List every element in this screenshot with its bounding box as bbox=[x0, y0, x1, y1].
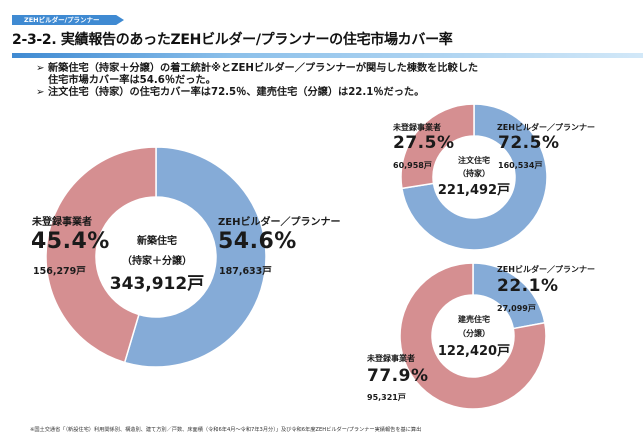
arrow-bullet-icon: ➢ bbox=[36, 87, 45, 98]
chart2-zeh-pct: 22.1% bbox=[497, 276, 559, 296]
summary-bullets: ➢ 新築住宅（持家＋分譲）の着工統計※とZEHビルダー／プランナーが関与した棟数… bbox=[36, 63, 478, 99]
title-underline bbox=[12, 53, 643, 58]
chart0-unregistered-label: 未登録事業者 bbox=[32, 217, 92, 228]
chart1-zeh-pct: 72.5% bbox=[498, 133, 560, 153]
bullet-text: 住宅市場カバー率は54.6％だった。 bbox=[48, 75, 216, 86]
chart0-unregistered-count: 156,279戸 bbox=[33, 266, 86, 277]
chart0-zeh-count: 187,633戸 bbox=[219, 266, 272, 277]
chart1-slice-zeh bbox=[401, 103, 548, 251]
bullet-item: ➢ 注文住宅（持家）の住宅カバー率は72.5％、建売住宅（分譲）は22.1％だっ… bbox=[36, 87, 478, 99]
chart2-total: 122,420戸 bbox=[437, 344, 511, 359]
chart2-unregistered-label: 未登録事業者 bbox=[367, 354, 415, 363]
chart2-center-subtitle: （分譲） bbox=[458, 329, 490, 338]
chart0-zeh-label: ZEHビルダー／プランナー bbox=[218, 217, 341, 228]
chart0-zeh-pct: 54.6% bbox=[218, 229, 297, 254]
section-tag: ZEHビルダー/プランナー bbox=[12, 15, 124, 25]
chart0-total: 343,912戸 bbox=[109, 274, 205, 294]
chart1-zeh-count: 160,534戸 bbox=[498, 161, 543, 170]
chart2-slice-unregistered bbox=[399, 262, 547, 410]
chart2-unregistered-count: 95,321戸 bbox=[367, 393, 406, 402]
chart2-center-title: 建売住宅 bbox=[458, 315, 490, 324]
footnote: ※国土交通省「（新設住宅）利用関係別、構造別、建て方別／戸数、床面積（令和6年4… bbox=[30, 427, 422, 433]
chart1-unregistered-count: 60,958戸 bbox=[393, 161, 432, 170]
chart2-unregistered-pct: 77.9% bbox=[367, 366, 429, 386]
chart1-slice-unregistered bbox=[400, 103, 475, 190]
arrow-bullet-icon: ➢ bbox=[36, 63, 45, 74]
chart2-zeh-count: 27,099戸 bbox=[497, 304, 536, 313]
chart0-center-subtitle: （持家＋分譲） bbox=[122, 256, 192, 267]
chart1-center-subtitle: （持家） bbox=[458, 169, 490, 178]
chart1-unregistered-label: 未登録事業者 bbox=[393, 123, 441, 132]
chart0-unregistered-pct: 45.4% bbox=[31, 229, 110, 254]
chart0-center-title: 新築住宅 bbox=[137, 236, 177, 247]
chart0-slice-zeh bbox=[123, 146, 267, 368]
page-title: 2-3-2. 実績報告のあったZEHビルダー/プランナーの住宅市場カバー率 bbox=[12, 32, 453, 48]
chart1-zeh-label: ZEHビルダー／プランナー bbox=[497, 123, 595, 132]
bullet-text: 新築住宅（持家＋分譲）の着工統計※とZEHビルダー／プランナーが関与した棟数を比… bbox=[48, 63, 479, 74]
bullet-item: ➢ 新築住宅（持家＋分譲）の着工統計※とZEHビルダー／プランナーが関与した棟数… bbox=[36, 63, 478, 87]
chart0-slice-unregistered bbox=[45, 146, 157, 364]
chart1-total: 221,492戸 bbox=[437, 183, 511, 198]
chart1-unregistered-pct: 27.5% bbox=[393, 133, 455, 153]
chart2-zeh-label: ZEHビルダー／プランナー bbox=[497, 265, 595, 274]
chart1-center-title: 注文住宅 bbox=[458, 156, 490, 165]
bullet-text: 注文住宅（持家）の住宅カバー率は72.5％、建売住宅（分譲）は22.1％だった。 bbox=[48, 87, 425, 98]
